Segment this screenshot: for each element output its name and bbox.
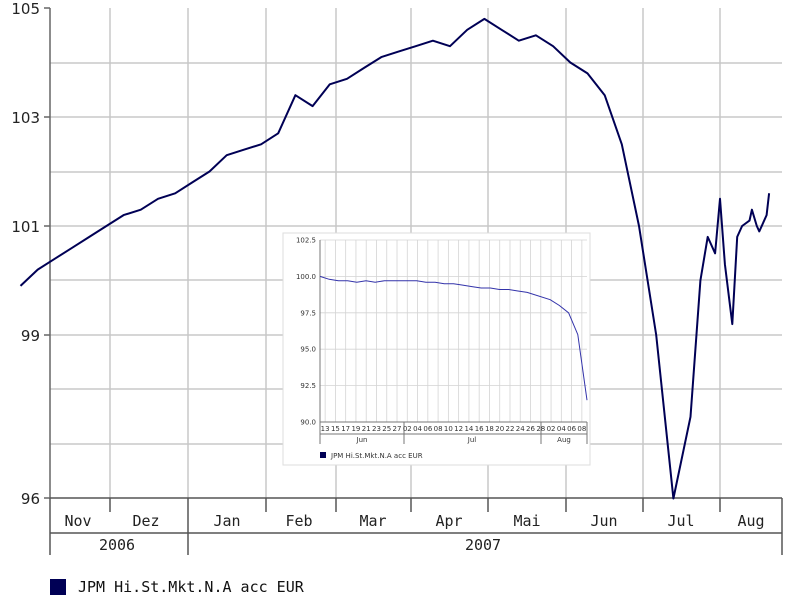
x-month-label: Jul	[667, 512, 694, 530]
x-month-label: Aug	[737, 512, 764, 530]
inset-x-tick-label: 06	[567, 425, 576, 433]
inset-x-tick-label: 21	[362, 425, 371, 433]
inset-x-tick-label: 08	[434, 425, 443, 433]
price-chart: 105 103 101 99 96 Nov Dez Jan Feb Mar Ap…	[11, 0, 783, 555]
x-month-label: Mai	[513, 512, 540, 530]
x-month-label: Jun	[590, 512, 617, 530]
inset-x-tick-label: 28	[536, 425, 545, 433]
y-tick-label: 101	[11, 218, 40, 236]
inset-x-tick-label: 22	[506, 425, 515, 433]
series-line	[19, 17, 771, 500]
x-year-label: 2006	[99, 536, 135, 554]
inset-month-label: Aug	[557, 436, 571, 444]
x-month-label: Feb	[285, 512, 312, 530]
inset-x-axis	[319, 421, 588, 444]
inset-x-tick-label: 18	[485, 425, 494, 433]
inset-x-tick-label: 23	[372, 425, 381, 433]
x-month-label: Jan	[213, 512, 240, 530]
inset-series-line	[319, 275, 588, 401]
inset-x-tick-label: 13	[321, 425, 330, 433]
inset-x-tick-labels: 13 15 17 19 21 23 25 27 02 04 06 08 10 12 14 16 18 20 22 24…	[321, 425, 587, 433]
x-month-label: Dez	[132, 512, 159, 530]
y-tick-label: 96	[21, 490, 40, 508]
inset-x-tick-label: 04	[413, 425, 422, 433]
inset-y-tick-label: 97.5	[300, 309, 316, 317]
inset-x-tick-label: 15	[331, 425, 340, 433]
inset-x-tick-label: 20	[495, 425, 504, 433]
inset-x-tick-label: 06	[423, 425, 432, 433]
inset-y-tick-label: 100.0	[296, 273, 316, 281]
x-year-label: 2007	[465, 536, 501, 554]
x-month-label: Mar	[359, 512, 386, 530]
inset-x-tick-label: 25	[382, 425, 391, 433]
y-tick-label: 105	[11, 0, 40, 18]
inset-x-tick-label: 14	[464, 425, 473, 433]
inset-x-tick-label: 26	[526, 425, 535, 433]
inset-x-tick-label: 04	[557, 425, 566, 433]
inset-x-tick-label: 19	[351, 425, 360, 433]
inset-y-tick-label: 92.5	[300, 382, 316, 390]
y-tick-label: 103	[11, 109, 40, 127]
x-axis	[49, 497, 783, 555]
x-month-label: Apr	[435, 512, 462, 530]
legend-swatch	[50, 579, 66, 595]
inset-legend-label: JPM Hi.St.Mkt.N.A acc EUR	[330, 452, 423, 460]
legend-label: JPM Hi.St.Mkt.N.A acc EUR	[78, 578, 304, 596]
inset-vertical-grid	[324, 240, 583, 422]
inset-y-tick-label: 90.0	[300, 419, 316, 427]
legend: JPM Hi.St.Mkt.N.A acc EUR	[50, 578, 304, 596]
inset-x-tick-label: 12	[454, 425, 463, 433]
inset-legend-swatch	[320, 452, 326, 458]
inset-x-tick-label: 02	[547, 425, 556, 433]
inset-horizontal-grid	[320, 239, 587, 387]
inset-x-tick-label: 17	[341, 425, 350, 433]
inset-x-tick-label: 24	[516, 425, 525, 433]
inset-month-label: Jul	[467, 436, 477, 444]
inset-month-label: Jun	[356, 436, 368, 444]
y-axis-ticks	[44, 7, 50, 499]
inset-x-tick-label: 10	[444, 425, 453, 433]
inset-chart: 102.5 100.0 97.5 95.0 92.5 90.0 13 15 17 19…	[282, 232, 591, 466]
inset-y-tick-label: 102.5	[296, 237, 316, 245]
inset-x-tick-label: 27	[393, 425, 402, 433]
inset-x-tick-label: 02	[403, 425, 412, 433]
y-tick-label: 99	[21, 327, 40, 345]
inset-x-tick-label: 08	[577, 425, 586, 433]
inset-y-tick-label: 95.0	[300, 346, 316, 354]
x-month-label: Nov	[64, 512, 91, 530]
inset-x-tick-label: 16	[475, 425, 484, 433]
